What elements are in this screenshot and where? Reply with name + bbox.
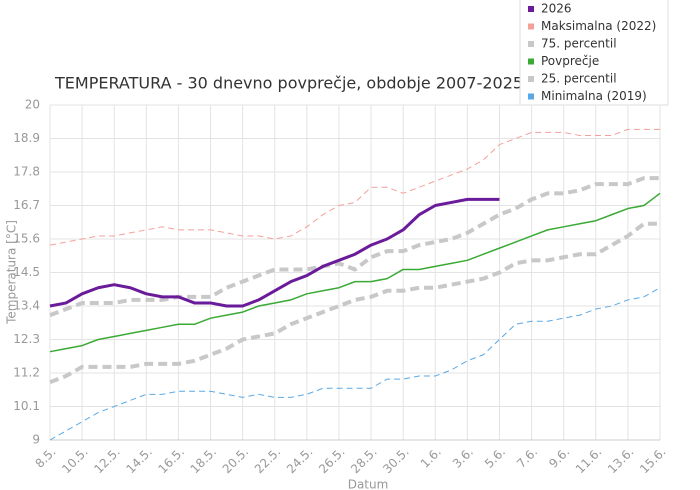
legend-marker <box>528 41 534 47</box>
y-tick-label: 11.2 <box>13 366 40 380</box>
legend-box <box>519 0 669 106</box>
legend-marker <box>528 58 534 65</box>
y-tick-label: 13.4 <box>13 299 40 313</box>
legend-label: 25. percentil <box>541 72 617 86</box>
legend-label: 75. percentil <box>541 37 617 51</box>
x-tick-label: 26.5. <box>316 445 347 476</box>
x-tick-label: 11.6. <box>573 445 604 476</box>
series-line <box>49 221 660 385</box>
y-tick-label: 10.1 <box>13 399 40 413</box>
y-tick-label: 15.6 <box>13 232 40 246</box>
x-tick-label: 15.6. <box>637 445 668 476</box>
y-tick-label: 20 <box>25 98 40 112</box>
chart-title: TEMPERATURA - 30 dnevno povprečje, obdob… <box>54 74 523 93</box>
x-axis-label: Datum <box>348 478 389 490</box>
series-line <box>49 197 500 308</box>
legend-label: Povprečje <box>541 54 599 68</box>
x-tick-label: 20.5. <box>220 445 251 476</box>
x-tick-label: 12.5. <box>91 445 122 476</box>
legend-label: 2026 <box>541 2 572 16</box>
legend: 2026 Maksimalna (2022) 75. percentil Povpre… <box>519 0 669 106</box>
x-tick-label: 10.5. <box>59 445 90 476</box>
x-tick-label: 3.6. <box>450 445 476 471</box>
series-line <box>49 176 660 318</box>
x-tick-label: 7.6. <box>514 445 540 471</box>
x-tick-label: 1.6. <box>418 445 444 471</box>
legend-marker <box>528 23 534 30</box>
y-axis-label: Temperatura [°C] <box>5 220 19 325</box>
series-line <box>49 128 660 246</box>
x-tick-label: 16.5. <box>156 445 187 476</box>
y-tick-label: 17.8 <box>13 165 40 179</box>
x-tick-label: 22.5. <box>252 445 283 476</box>
x-tick-label: 28.5. <box>348 445 379 476</box>
legend-marker <box>528 76 534 82</box>
x-tick-label: 13.6. <box>605 445 636 476</box>
x-tick-label: 18.5. <box>188 445 219 476</box>
x-tick-label: 14.5. <box>123 445 154 476</box>
legend-label: Maksimalna (2022) <box>541 19 656 33</box>
x-tick-label: 5.6. <box>482 445 508 471</box>
x-tick-label: 30.5. <box>380 445 411 476</box>
x-tick-label: 8.5. <box>32 445 58 471</box>
series-line <box>49 287 661 441</box>
x-tick-label: 9.6. <box>546 445 572 471</box>
y-tick-label: 16.7 <box>13 198 40 212</box>
series-line <box>49 192 661 353</box>
y-tick-label: 12.3 <box>13 332 40 346</box>
y-tick-label: 18.9 <box>13 131 40 145</box>
legend-marker <box>528 93 534 100</box>
y-tick-label: 14.5 <box>13 265 40 279</box>
legend-marker <box>528 6 534 12</box>
y-tick-label: 9 <box>32 433 40 447</box>
legend-label: Minimalna (2019) <box>541 89 647 103</box>
x-tick-label: 24.5. <box>284 445 315 476</box>
